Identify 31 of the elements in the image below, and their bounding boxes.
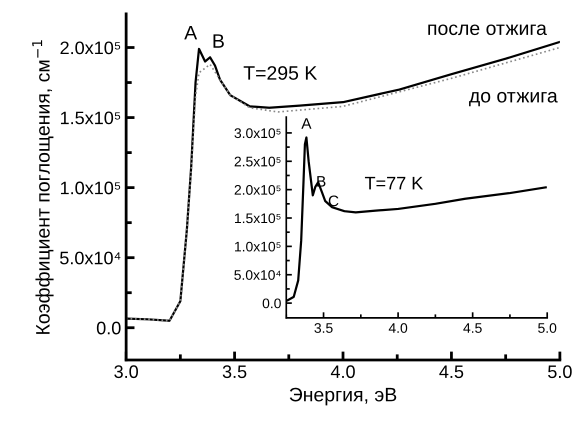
- annotation: B: [214, 34, 224, 48]
- y-tick-label: 1.0x10⁵: [60, 182, 120, 194]
- y-tick-label: 5.0x10⁴: [60, 252, 120, 264]
- y-tick-label: 1.0x10⁵: [235, 242, 281, 252]
- x-tick-label: 4.0: [330, 365, 355, 378]
- annotation: T=295 K: [244, 66, 318, 80]
- x-tick-label: 3.5: [222, 365, 246, 378]
- x-tick-label: 4.0: [388, 323, 408, 333]
- x-axis-title: Энергия, эВ: [290, 388, 396, 406]
- x-tick-label: 4.5: [463, 323, 482, 333]
- y-tick-label: 0.0: [96, 322, 121, 334]
- series-label: после отжига: [428, 24, 547, 36]
- annotation: A: [184, 26, 198, 40]
- x-tick-label: 4.5: [439, 365, 464, 378]
- x-tick-label: 5.0: [538, 323, 556, 333]
- y-tick-label: 0.0: [262, 298, 281, 308]
- y-tick-label: 2.5x10⁵: [234, 156, 281, 166]
- x-tick-label: 3.5: [314, 323, 333, 333]
- x-tick-label: 5.0: [548, 365, 572, 378]
- y-tick-label: 3.0x10⁵: [234, 128, 281, 138]
- y-axis-title: Коэффициент поглощения, см$^{−1}$: [32, 40, 54, 334]
- y-tick-label: 2.0x10⁵: [60, 41, 120, 54]
- annotation: A: [301, 118, 312, 129]
- y-tick-label: 1.5x10⁵: [60, 112, 120, 124]
- annotation: T=77 K: [364, 176, 424, 190]
- y-tick-label: 2.0x10⁵: [234, 184, 281, 195]
- y-tick-label: 1.5x10⁵: [235, 213, 281, 224]
- annotation: C: [328, 195, 338, 206]
- y-tick-label: 5.0x10⁴: [234, 270, 281, 280]
- series-label: до отжига: [469, 92, 558, 106]
- x-tick-label: 3.0: [114, 365, 138, 378]
